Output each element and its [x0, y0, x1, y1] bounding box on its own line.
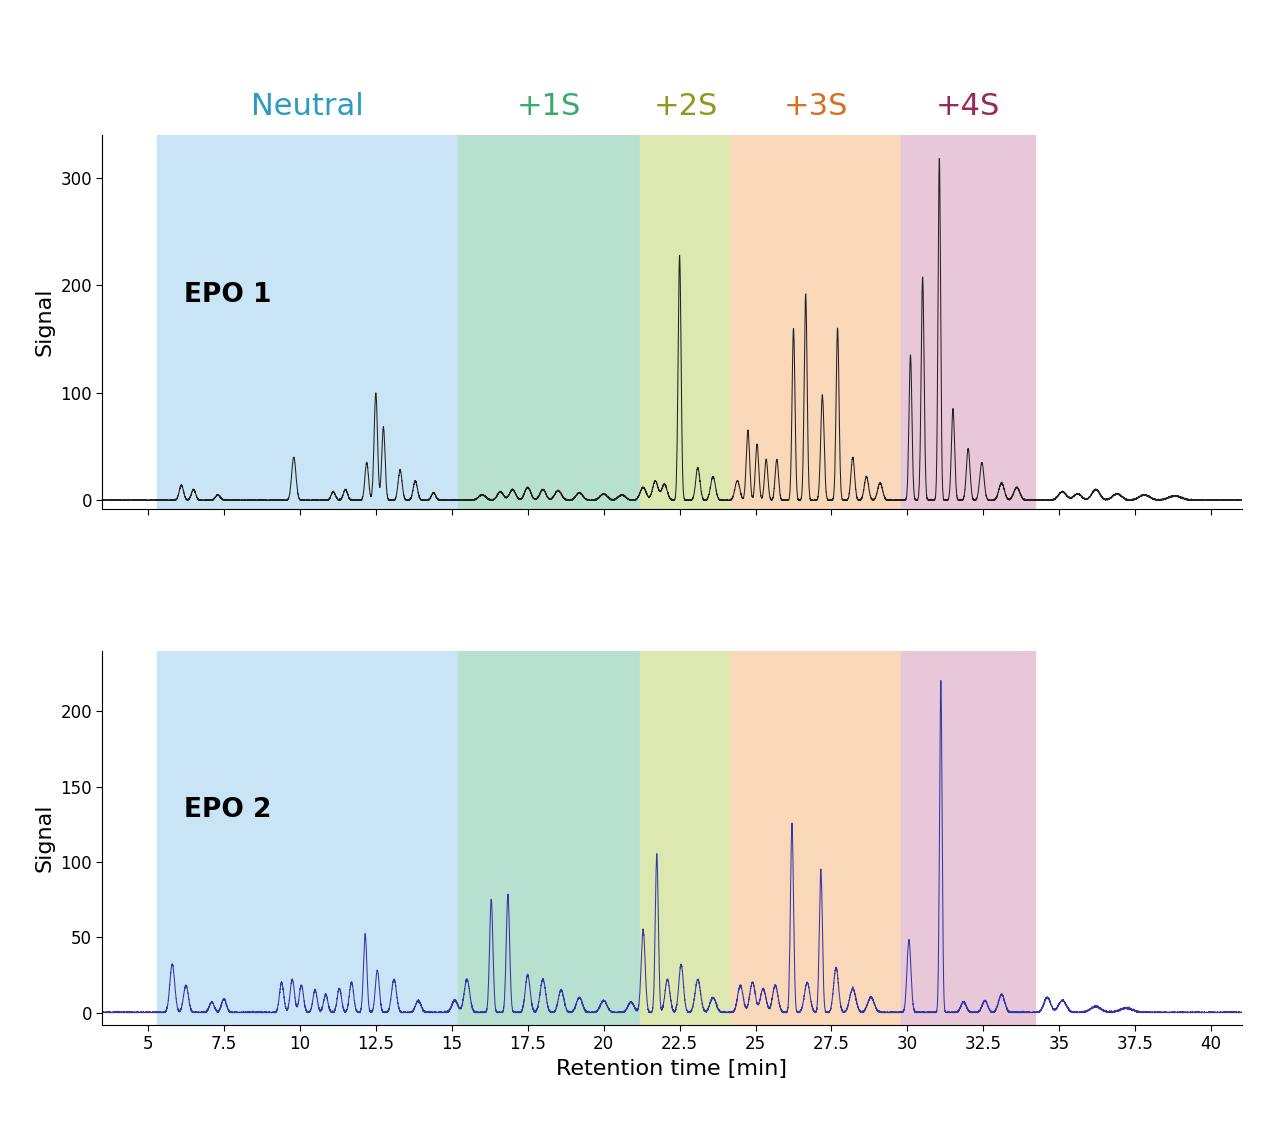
Y-axis label: Signal: Signal	[35, 804, 55, 872]
Text: +4S: +4S	[936, 92, 1001, 122]
Text: +2S: +2S	[654, 92, 718, 122]
Bar	[901, 135, 1036, 509]
Text: +3S: +3S	[785, 92, 849, 122]
Bar	[731, 135, 901, 509]
Bar	[157, 651, 458, 1025]
Text: EPO 2: EPO 2	[184, 797, 271, 823]
Text: Neutral: Neutral	[251, 92, 364, 122]
Bar	[731, 651, 901, 1025]
Y-axis label: Signal: Signal	[35, 288, 55, 356]
Bar	[640, 135, 731, 509]
Bar	[640, 651, 731, 1025]
Bar	[458, 651, 640, 1025]
Bar	[157, 135, 458, 509]
X-axis label: Retention time [min]: Retention time [min]	[557, 1058, 787, 1079]
Text: +1S: +1S	[517, 92, 581, 122]
Bar	[901, 651, 1036, 1025]
Bar	[458, 135, 640, 509]
Text: EPO 1: EPO 1	[184, 282, 271, 307]
